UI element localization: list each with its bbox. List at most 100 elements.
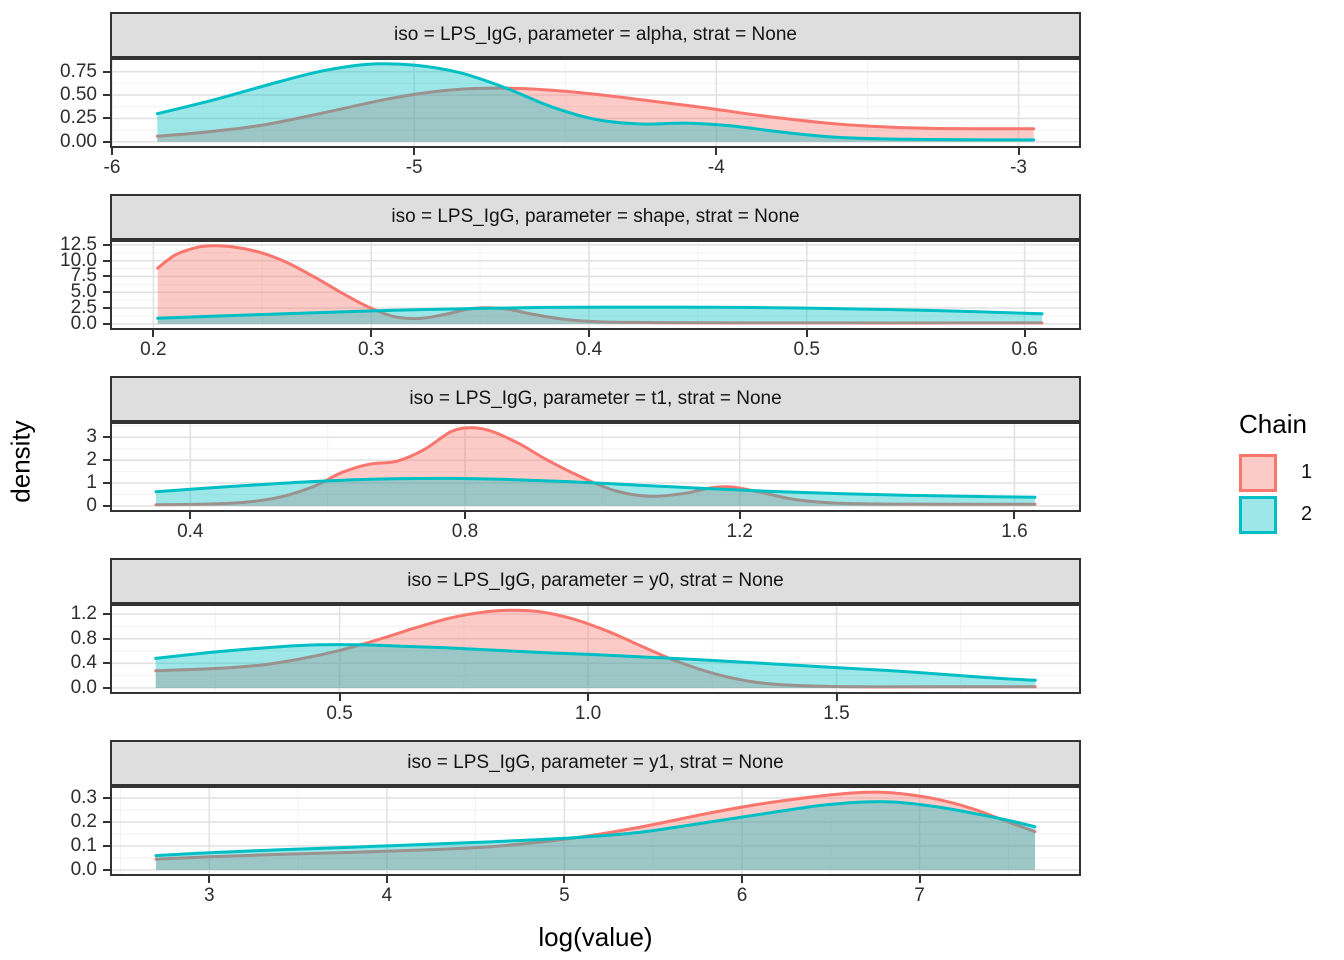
density-line-chain-1 — [156, 244, 1044, 325]
x-tick-mark — [805, 330, 808, 337]
y-axis-title-area: density — [0, 12, 42, 910]
x-axis: 3 4 5 6 7 — [110, 876, 1081, 910]
facet-strip: iso = LPS_IgG, parameter = y0, strat = N… — [110, 558, 1081, 604]
x-tick-mark — [835, 694, 838, 701]
x-tick-mark — [464, 512, 466, 519]
x-tick-label: 1.5 — [823, 703, 850, 724]
y-tick-mark — [103, 307, 110, 310]
y-tick-mark — [103, 322, 110, 325]
density-line-chain-1 — [154, 426, 1037, 507]
panel-row: 0.0 0.4 0.8 1.2 — [42, 603, 1081, 697]
facet-panel — [110, 240, 1081, 330]
x-axis: 0.2 0.3 0.4 0.5 0.6 — [110, 330, 1081, 364]
y-tick-mark — [103, 686, 110, 689]
density-line-chain-1 — [154, 790, 1037, 861]
density-line-chain-1 — [154, 608, 1037, 689]
density-area-chain-1 — [155, 610, 1036, 688]
facet-y1: iso = LPS_IgG, parameter = y1, strat = N… — [42, 740, 1081, 910]
y-tick-label: 0.0 — [70, 312, 97, 334]
x-tick-label: -5 — [405, 157, 423, 178]
x-tick-mark — [738, 512, 741, 519]
strip-title: iso = LPS_IgG, parameter = y0, strat = N… — [407, 570, 784, 591]
density-line-chain-2 — [154, 800, 1037, 858]
facet-alpha: iso = LPS_IgG, parameter = alpha, strat … — [42, 12, 1081, 182]
x-tick-mark — [370, 330, 373, 337]
panel-row: 0.0 2.5 5.0 7.5 10.0 12.5 — [42, 234, 1081, 333]
x-axis: 0.5 1.0 1.5 — [110, 694, 1081, 728]
x-tick-mark — [1013, 512, 1016, 519]
y-tick-mark — [103, 844, 110, 847]
y-tick-label: 0.75 — [60, 60, 97, 82]
density-line-chain-2 — [156, 305, 1044, 320]
density-area-chain-2 — [156, 478, 1035, 506]
legend-title: Chain — [1239, 408, 1307, 439]
y-tick-mark — [103, 436, 110, 439]
density-area-chain-1 — [156, 427, 1035, 506]
x-tick-label: 1.2 — [726, 521, 753, 542]
y-tick-mark — [103, 140, 110, 143]
x-tick-mark — [111, 148, 113, 155]
y-tick-label: 1 — [86, 472, 97, 493]
legend-label-chain-2: 2 — [1301, 503, 1313, 525]
y-axis-ticks: 0.0 0.1 0.2 0.3 — [42, 786, 110, 879]
x-tick-label: 4 — [381, 885, 393, 906]
panel-row: 0.0 0.1 0.2 0.3 — [42, 786, 1081, 879]
x-axis: -6 -5 -4 -3 — [104, 148, 1081, 182]
x-tick-label: 0.4 — [575, 339, 603, 360]
y-tick-mark — [103, 482, 110, 484]
legend-swatch-chain-1 — [1239, 453, 1277, 492]
legend: Chain 1 2 — [1081, 12, 1344, 930]
y-tick-label: 2 — [86, 449, 97, 471]
facet-panel — [110, 422, 1081, 512]
x-tick-label: 5 — [559, 885, 570, 906]
x-tick-mark — [740, 876, 743, 883]
x-tick-mark — [918, 876, 921, 883]
strip-title: iso = LPS_IgG, parameter = alpha, strat … — [394, 24, 797, 45]
density-line-chain-2 — [155, 62, 1036, 142]
y-tick-label: 0 — [86, 494, 97, 516]
y-tick-mark — [103, 291, 110, 294]
y-tick-label: 0.0 — [70, 858, 97, 880]
x-tick-mark — [338, 694, 341, 701]
facet-shape: iso = LPS_IgG, parameter = shape, strat … — [42, 194, 1081, 364]
y-tick-mark — [103, 821, 110, 824]
x-tick-mark — [189, 512, 192, 519]
strip-title: iso = LPS_IgG, parameter = shape, strat … — [391, 206, 800, 227]
y-tick-label: 2.5 — [70, 297, 97, 319]
y-tick-label: 0.4 — [70, 652, 97, 674]
x-tick-label: 0.6 — [1011, 339, 1038, 360]
density-line-chain-1 — [155, 86, 1036, 138]
legend-item-chain-2: 2 — [1239, 495, 1344, 534]
strip-title: iso = LPS_IgG, parameter = y1, strat = N… — [407, 752, 784, 773]
facet-strip: iso = LPS_IgG, parameter = t1, strat = N… — [110, 376, 1081, 422]
x-tick-label: 6 — [736, 885, 748, 906]
y-tick-label: 5.0 — [70, 281, 97, 303]
y-tick-label: 1.2 — [70, 603, 97, 624]
x-tick-label: -4 — [707, 157, 725, 178]
y-tick-label: 10.0 — [60, 249, 97, 271]
y-tick-mark — [103, 94, 110, 97]
y-axis-ticks: 0.0 0.4 0.8 1.2 — [42, 603, 110, 697]
y-tick-label: 3 — [86, 426, 97, 448]
x-axis: 0.4 0.8 1.2 1.6 — [110, 512, 1081, 546]
x-tick-label: 1.0 — [574, 703, 602, 724]
legend-item-chain-1: 1 — [1239, 453, 1344, 492]
y-tick-mark — [103, 504, 110, 507]
legend-swatch-chain-2 — [1239, 495, 1277, 534]
density-area-chain-1 — [156, 792, 1035, 870]
x-tick-label: 7 — [914, 885, 925, 906]
x-tick-mark — [385, 876, 388, 883]
facets: iso = LPS_IgG, parameter = alpha, strat … — [42, 12, 1081, 910]
y-axis-title: density — [5, 419, 36, 503]
y-tick-mark — [103, 797, 110, 800]
y-tick-label: 12.5 — [60, 233, 97, 255]
y-tick-label: 0.25 — [60, 107, 97, 129]
y-tick-mark — [103, 70, 110, 73]
x-tick-label: 0.5 — [793, 339, 820, 360]
facet-strip: iso = LPS_IgG, parameter = alpha, strat … — [110, 12, 1081, 58]
y-tick-label: 0.0 — [70, 676, 97, 698]
y-tick-mark — [103, 459, 110, 462]
panel-canvas — [112, 242, 1079, 328]
panel-canvas — [112, 424, 1079, 510]
